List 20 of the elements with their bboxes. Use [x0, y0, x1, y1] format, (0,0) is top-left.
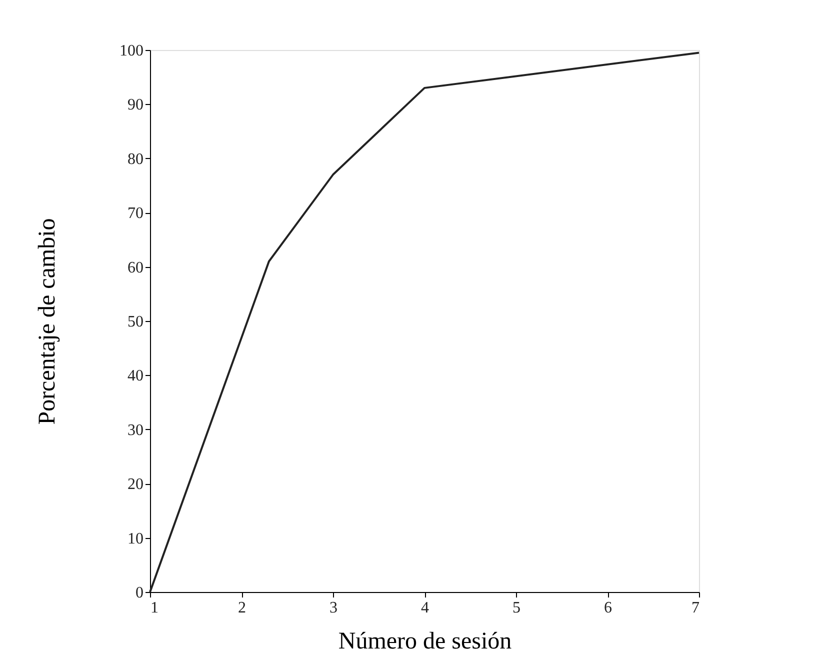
x-tick-label: 6 [604, 600, 612, 616]
x-tick-label: 3 [330, 600, 338, 616]
x-tick-label: 1 [150, 600, 158, 616]
y-tick-label: 20 [128, 476, 144, 494]
x-tick-label: 5 [512, 600, 520, 616]
y-axis-title: Porcentaje de cambio [34, 218, 60, 425]
y-tick-label: 60 [128, 259, 144, 276]
y-tick-label: 30 [128, 422, 144, 439]
x-tick-label: 4 [421, 600, 429, 616]
x-tick-label: 7 [692, 600, 700, 616]
y-tick-label: 10 [128, 530, 144, 548]
x-axis-title: Número de sesión [338, 628, 512, 654]
y-tick-label: 80 [128, 150, 144, 168]
y-tick-label: 90 [128, 96, 144, 114]
y-tick-label: 70 [128, 205, 144, 222]
y-tick-label: 100 [120, 42, 144, 60]
x-tick-label: 2 [238, 600, 246, 616]
y-tick-label: 0 [136, 584, 144, 602]
y-tick-label: 40 [128, 368, 144, 385]
y-tick-label: 50 [128, 314, 144, 330]
